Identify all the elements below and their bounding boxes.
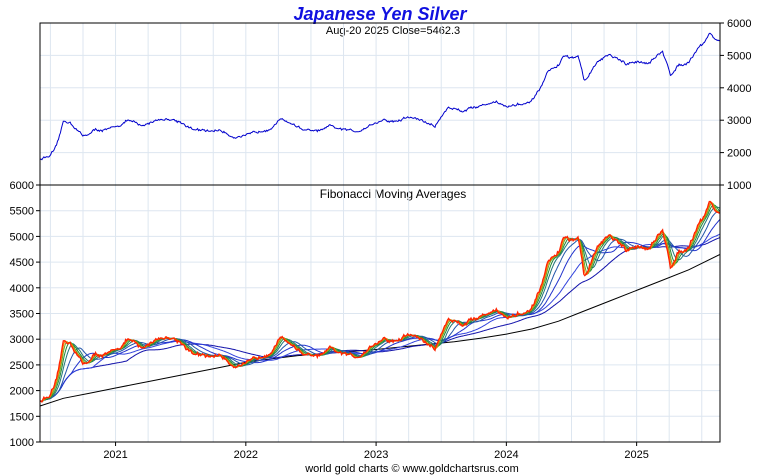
y-tick-label: 4000 xyxy=(727,83,751,95)
y-tick-label: 2500 xyxy=(10,360,34,372)
series-line-ma-8 xyxy=(39,201,721,402)
upper-grid xyxy=(40,23,720,185)
y-tick-label: 6000 xyxy=(727,18,751,30)
x-axis: 2021 2022 2023 2024 2025 xyxy=(103,442,649,461)
y-tick-label: 6000 xyxy=(10,180,34,192)
y-tick-label: 1000 xyxy=(10,437,34,449)
y-tick-label: 3000 xyxy=(727,115,751,127)
y-tick-label: 5000 xyxy=(727,50,751,62)
lower-panel-frame xyxy=(39,184,721,443)
y-tick-label: 3000 xyxy=(10,334,34,346)
y-tick-label: 1000 xyxy=(727,180,751,192)
x-tick-label: 2024 xyxy=(494,449,518,461)
lower-grid xyxy=(40,185,720,442)
footer-credit: world gold charts © www.goldchartsrus.co… xyxy=(304,463,519,475)
lower-y-axis: 1000 1500 2000 2500 3000 3500 4000 4500 5000 5500… xyxy=(10,180,40,449)
chart-subtitle: Aug-20 2025 Close=5462.3 xyxy=(326,25,460,37)
y-tick-label: 4500 xyxy=(10,257,34,269)
series-line-ma-21 xyxy=(39,204,721,402)
price-line xyxy=(39,32,721,161)
series-line-price xyxy=(39,200,721,404)
y-tick-label: 5500 xyxy=(10,206,34,218)
x-tick-label: 2021 xyxy=(103,449,127,461)
y-tick-label: 5000 xyxy=(10,231,34,243)
y-tick-label: 2000 xyxy=(10,386,34,398)
upper-panel-frame xyxy=(39,22,721,186)
upper-y-axis: 1000 2000 3000 4000 5000 6000 xyxy=(720,18,751,192)
series-line-ma-144 xyxy=(39,233,721,402)
y-tick-label: 1500 xyxy=(10,411,34,423)
y-tick-label: 2000 xyxy=(727,148,751,160)
chart-title: Japanese Yen Silver xyxy=(293,4,467,24)
y-tick-label: 3500 xyxy=(10,309,34,321)
series-line-ma-34 xyxy=(39,206,721,402)
series-line-ma-89 xyxy=(39,219,721,402)
x-tick-label: 2025 xyxy=(624,449,648,461)
series-line-ma-233 xyxy=(39,237,721,402)
upper-price-series xyxy=(39,32,721,161)
x-tick-label: 2023 xyxy=(364,449,388,461)
series-line-ma-377 xyxy=(39,253,721,407)
lower-ma-series xyxy=(39,200,721,407)
lower-panel-title: Fibonacci Moving Averages xyxy=(320,187,467,201)
x-tick-label: 2022 xyxy=(234,449,258,461)
series-line-ma-13 xyxy=(39,202,721,402)
y-tick-label: 4000 xyxy=(10,283,34,295)
